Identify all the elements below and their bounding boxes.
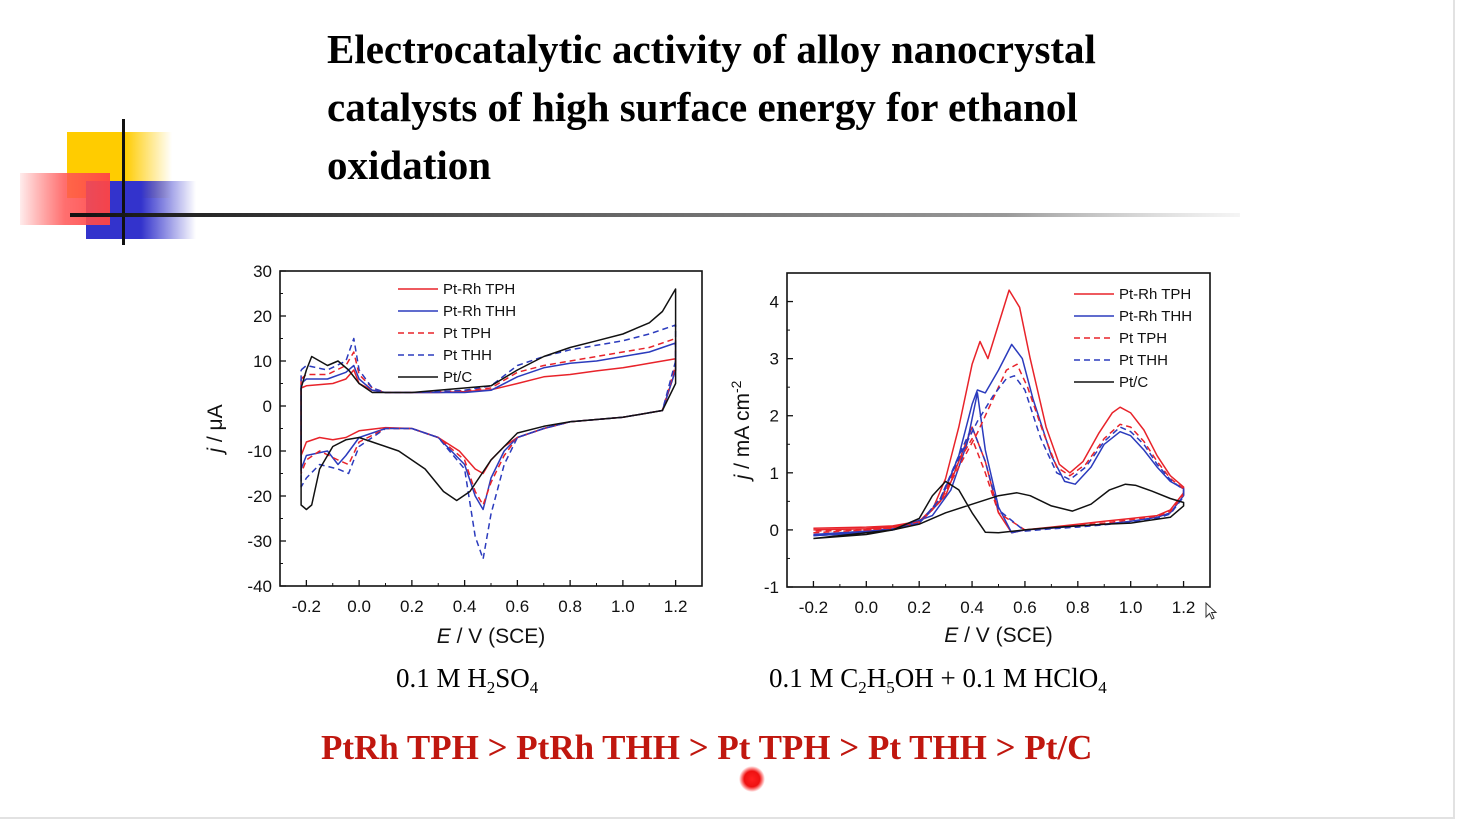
x-tick-label: 0.0 — [347, 597, 371, 616]
legend-label: Pt THH — [443, 347, 492, 364]
x-tick-label: 1.2 — [664, 597, 688, 616]
x-axis-label-symbol: E — [437, 625, 452, 648]
x-tick-label: 0.6 — [506, 597, 530, 616]
title-divider-line — [70, 213, 1240, 217]
series-line-pt-c — [813, 480, 1185, 540]
y-tick-label: 3 — [770, 350, 779, 369]
x-tick-label: 0.2 — [400, 597, 424, 616]
x-axis-label: E / V (SCE) — [944, 624, 1053, 647]
x-tick-label: 0.8 — [1066, 598, 1090, 617]
x-tick-label: 1.2 — [1172, 598, 1196, 617]
x-tick-label: 0.2 — [907, 598, 931, 617]
caption-right-part: H — [866, 663, 887, 693]
y-axis-label-unit: / μA — [204, 404, 227, 448]
caption-left-part: SO — [495, 663, 530, 693]
x-tick-label: 0.4 — [960, 598, 984, 617]
corner-deco-graphic — [20, 119, 196, 245]
legend-label: Pt TPH — [443, 325, 491, 342]
legend-label: Pt-Rh THH — [443, 303, 516, 320]
x-tick-label: 1.0 — [611, 597, 635, 616]
caption-left-sub: 2 — [486, 678, 496, 697]
legend-label: Pt-Rh TPH — [443, 281, 515, 298]
x-axis-label-unit: / V (SCE) — [958, 624, 1053, 647]
title-line-2: catalysts of high surface energy for eth… — [327, 84, 1078, 130]
caption-right-sub: 4 — [1098, 678, 1107, 697]
legend-label: Pt-Rh THH — [1119, 308, 1192, 325]
title-line-1: Electrocatalytic activity of alloy nanoc… — [327, 26, 1096, 72]
series-line-pt-c — [300, 288, 677, 511]
legend-label: Pt-Rh TPH — [1119, 286, 1191, 303]
caption-right: 0.1 M C2H5OH + 0.1 M HClO4 — [769, 663, 1107, 698]
mouse-cursor-icon — [1205, 602, 1218, 620]
series-line-pt-thh — [813, 375, 1185, 537]
y-axis-label-sup: -2 — [728, 380, 744, 393]
caption-right-sub: 2 — [858, 678, 867, 697]
x-tick-label: -0.2 — [292, 597, 321, 616]
caption-left-part: 0.1 M H — [396, 663, 487, 693]
x-tick-label: 0.4 — [453, 597, 477, 616]
y-tick-label: 30 — [253, 262, 272, 281]
caption-left-sub: 4 — [529, 678, 539, 697]
y-tick-label: 20 — [253, 307, 272, 326]
x-tick-label: 0.8 — [558, 597, 582, 616]
x-tick-label: 1.0 — [1119, 598, 1143, 617]
x-axis-label-symbol: E — [944, 624, 959, 647]
legend-label: Pt/C — [1119, 374, 1148, 391]
y-tick-label: -40 — [247, 577, 272, 596]
laser-pointer-dot — [739, 766, 765, 792]
y-tick-label: 0 — [770, 521, 779, 540]
y-tick-label: 4 — [770, 293, 779, 312]
x-axis-label-unit: / V (SCE) — [451, 625, 546, 648]
title-line-3: oxidation — [327, 142, 492, 188]
caption-right-part: OH + 0.1 M HClO — [894, 663, 1099, 693]
y-axis-label-symbol: j — [731, 473, 754, 482]
cv-chart-ethanol: -0.2 0.0 0.2 0.4 0.6 0.8 1.0 1.2 -1 0 1 2 3 4 E / V (S… — [728, 272, 1211, 647]
caption-right-part: 0.1 M C — [769, 663, 859, 693]
cv-chart-h2so4: -0.2 0.0 0.2 0.4 0.6 0.8 1.0 1.2 -40 -30 -20 -10 0 10… — [204, 262, 703, 648]
y-axis-label-unit: / mA cm — [731, 393, 754, 475]
x-axis-label: E / V (SCE) — [437, 625, 546, 648]
caption-left: 0.1 M H2SO4 — [396, 663, 538, 698]
series-line-pt-rh-thh — [813, 343, 1185, 537]
y-tick-label: -1 — [764, 578, 779, 597]
x-tick-label: 0.0 — [854, 598, 878, 617]
caption-right-sub: 5 — [886, 678, 895, 697]
y-tick-label: -10 — [247, 442, 272, 461]
x-tick-label: -0.2 — [799, 598, 828, 617]
legend-label: Pt/C — [443, 369, 472, 386]
y-tick-label: 10 — [253, 352, 272, 371]
y-tick-label: -20 — [247, 487, 272, 506]
activity-ranking: PtRh TPH > PtRh THH > Pt TPH > Pt THH > … — [321, 728, 1093, 767]
y-tick-label: 2 — [770, 407, 779, 426]
legend-label: Pt THH — [1119, 352, 1168, 369]
y-tick-label: -30 — [247, 532, 272, 551]
y-tick-label: 0 — [263, 397, 272, 416]
legend-label: Pt TPH — [1119, 330, 1167, 347]
y-axis-label: j / mA cm-2 — [728, 380, 754, 482]
slide-title: Electrocatalytic activity of alloy nanoc… — [327, 20, 1327, 194]
y-axis-label-symbol: j — [204, 447, 227, 456]
y-axis-label: j / μA — [204, 404, 227, 455]
x-tick-label: 0.6 — [1013, 598, 1037, 617]
y-tick-label: 1 — [770, 464, 779, 483]
